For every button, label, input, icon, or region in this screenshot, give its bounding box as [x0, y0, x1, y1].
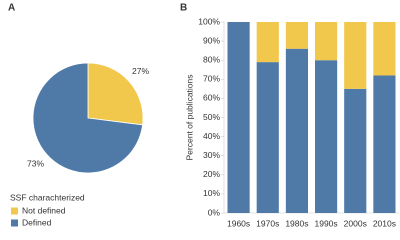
bar-segment — [315, 60, 338, 214]
legend-swatch — [11, 219, 18, 227]
data-label: 27% — [132, 66, 149, 76]
bar-segment — [227, 22, 250, 213]
legend-title: SSF charachterized — [10, 192, 85, 202]
panel-label: B — [180, 3, 187, 14]
bar-segment — [344, 88, 367, 213]
y-tick-label: 90% — [203, 35, 220, 45]
x-tick-label: 2000s — [344, 218, 367, 228]
bar-segment — [373, 75, 396, 213]
data-label: 73% — [27, 159, 44, 169]
y-tick-label: 0% — [208, 207, 221, 217]
panel-label: A — [8, 3, 15, 14]
y-tick-label: 60% — [203, 93, 220, 103]
legend-label: Not defined — [22, 205, 66, 215]
bar-segment — [373, 22, 396, 76]
y-tick-label: 20% — [203, 169, 220, 179]
bar-segment — [285, 22, 308, 49]
pie-slice — [87, 62, 144, 126]
legend-swatch — [11, 207, 18, 215]
legend-label: Defined — [22, 217, 52, 227]
bar-segment — [315, 22, 338, 61]
y-tick-label: 70% — [203, 74, 220, 84]
y-tick-label: 40% — [203, 131, 220, 141]
bar-segment — [344, 22, 367, 89]
x-tick-label: 1990s — [314, 218, 337, 228]
y-tick-label: 50% — [203, 112, 220, 122]
y-tick-label: 80% — [203, 54, 220, 64]
y-tick-label: 30% — [203, 150, 220, 160]
bar-segment — [256, 62, 279, 213]
x-tick-label: 2010s — [373, 218, 396, 228]
x-tick-label: 1970s — [256, 218, 279, 228]
figure: A 27% 73% SSF charachterized Not defined Defi… — [8, 3, 399, 228]
x-tick-label: 1960s — [227, 218, 250, 228]
bar-segment — [256, 22, 279, 63]
pie-slice — [32, 62, 144, 174]
y-tick-label: 10% — [203, 188, 220, 198]
bar-segment — [285, 48, 308, 213]
y-tick-label: 100% — [198, 16, 220, 26]
x-tick-label: 1980s — [285, 218, 308, 228]
y-axis-label: Percent of publications — [184, 75, 194, 161]
